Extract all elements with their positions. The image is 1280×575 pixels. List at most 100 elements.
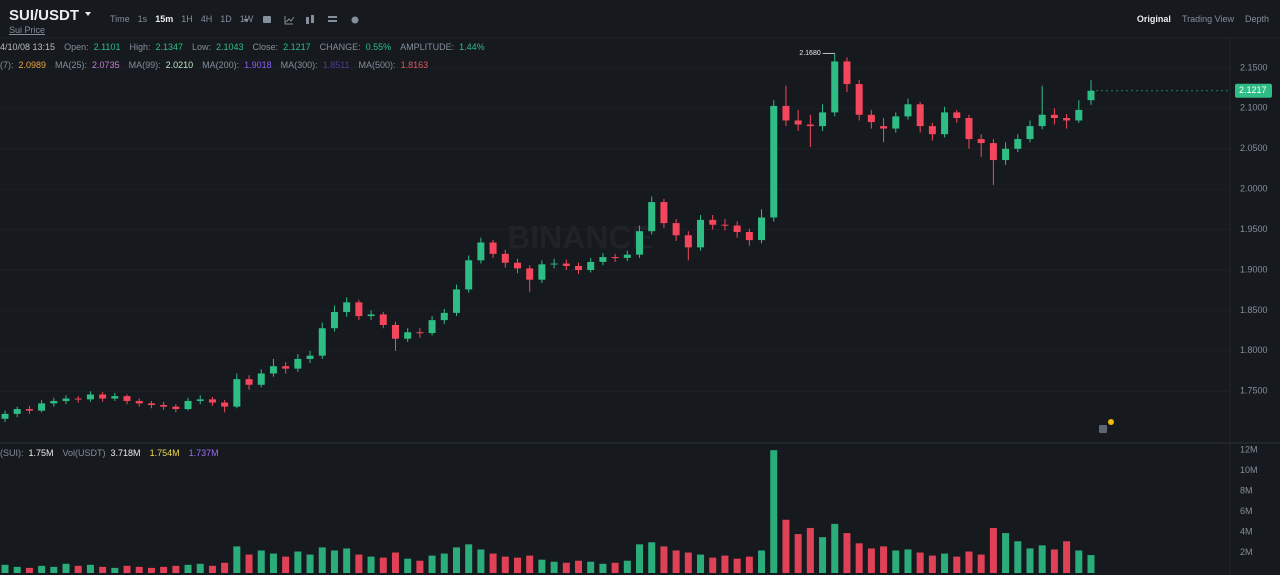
volume-bar bbox=[111, 567, 119, 573]
candle-body bbox=[1075, 109, 1083, 121]
candle-body bbox=[465, 260, 473, 290]
volume-bar bbox=[916, 552, 924, 573]
icon bbox=[284, 16, 295, 25]
candle-body bbox=[111, 396, 119, 399]
volume-bar bbox=[1075, 550, 1083, 573]
y-tick-label: 2.1000 bbox=[1240, 103, 1268, 113]
interval-tab[interactable]: 1D bbox=[220, 14, 232, 24]
subtitle-link[interactable]: Sui Price bbox=[9, 25, 46, 35]
candle-body bbox=[819, 112, 827, 127]
interval-tab[interactable]: 4H bbox=[200, 14, 213, 24]
y-tick-label: 1.8000 bbox=[1240, 345, 1268, 355]
ma-label: MA(300): bbox=[280, 60, 318, 70]
info-label: AMPLITUDE: bbox=[400, 42, 455, 52]
volume-bar bbox=[294, 551, 302, 573]
y-tick-label: 1.7500 bbox=[1240, 386, 1268, 396]
volume-bar bbox=[989, 527, 997, 573]
volume-bar bbox=[306, 554, 314, 573]
interval-tab[interactable]: 1W bbox=[239, 14, 254, 24]
icon bbox=[243, 19, 249, 22]
watermark: BINANCE bbox=[507, 219, 653, 255]
volume-bar bbox=[208, 565, 216, 573]
candle-body bbox=[660, 202, 668, 224]
info-label: CHANGE: bbox=[319, 42, 361, 52]
volume-bar bbox=[562, 562, 570, 573]
volume-bar bbox=[513, 557, 521, 573]
ma-label: MA(500): bbox=[358, 60, 396, 70]
candle-body bbox=[86, 394, 94, 400]
volume-bar bbox=[636, 544, 644, 573]
view-tab[interactable]: Trading View bbox=[1181, 14, 1234, 24]
info-value: 1.44% bbox=[459, 42, 485, 52]
volume-bar bbox=[50, 566, 58, 573]
symbol[interactable]: SUI/USDT bbox=[9, 7, 91, 24]
candle-body bbox=[928, 126, 936, 135]
volume-bar bbox=[831, 523, 839, 573]
candle-body bbox=[977, 139, 985, 144]
candle-body bbox=[709, 219, 717, 225]
candle-body bbox=[831, 61, 839, 113]
volume-bar bbox=[343, 548, 351, 573]
candle-body bbox=[172, 406, 180, 410]
volume-bar bbox=[770, 450, 778, 573]
candle-body bbox=[867, 114, 875, 123]
candle-body bbox=[343, 302, 351, 313]
ma-value: 1.9018 bbox=[244, 60, 272, 70]
candle-body bbox=[526, 268, 534, 280]
volume-bar bbox=[367, 556, 375, 573]
y-tick-label: 2.0500 bbox=[1240, 143, 1268, 153]
volume-bar bbox=[123, 565, 131, 573]
vol-label: (SUI): bbox=[0, 448, 24, 458]
volume-bar bbox=[465, 544, 473, 573]
ma-label: (7): bbox=[0, 60, 14, 70]
volume-bar bbox=[282, 556, 290, 573]
interval-tab[interactable]: 15m bbox=[155, 14, 174, 24]
ma-value: 1.8163 bbox=[400, 60, 429, 70]
volume-bar bbox=[672, 550, 680, 573]
volume-bar bbox=[379, 557, 387, 573]
candle-body bbox=[477, 242, 485, 261]
view-tab[interactable]: Original bbox=[1136, 14, 1171, 24]
y-tick-label: 1.8500 bbox=[1240, 305, 1268, 315]
volume-bar bbox=[318, 547, 326, 573]
volume-bar bbox=[404, 558, 412, 573]
view-tab[interactable]: Depth bbox=[1244, 14, 1269, 24]
candle-body bbox=[989, 143, 997, 161]
volume-bar bbox=[135, 566, 143, 573]
interval-tab[interactable]: Time bbox=[110, 14, 130, 24]
candle-body bbox=[489, 242, 497, 254]
candle-body bbox=[513, 262, 521, 269]
volume-bar bbox=[941, 553, 949, 573]
candle-body bbox=[257, 373, 265, 385]
volume-bar bbox=[965, 551, 973, 573]
candle-body bbox=[440, 312, 448, 321]
candle-body bbox=[306, 355, 314, 359]
volume-bar bbox=[74, 565, 82, 573]
volume-bar bbox=[1063, 541, 1071, 573]
candle-body bbox=[1063, 118, 1071, 121]
candle-body bbox=[196, 399, 204, 401]
candle-body bbox=[147, 403, 155, 406]
volume-row: (SUI): 1.75M Vol(USDT) 3.718M 1.754M 1.737M bbox=[0, 448, 223, 458]
info-row: 4/10/08 13:15 Open: 2.1101 High: 2.1347 Low: 2… bbox=[0, 42, 489, 52]
volume-tick-label: 2M bbox=[1240, 547, 1253, 557]
icon bbox=[328, 20, 337, 22]
volume-bar bbox=[550, 561, 558, 573]
candle-body bbox=[99, 394, 107, 399]
y-tick-label: 2.0000 bbox=[1240, 184, 1268, 194]
volume-bar bbox=[269, 553, 277, 573]
volume-bar bbox=[977, 554, 985, 573]
ma-row: (7): 2.0989 MA(25): 2.0735 MA(99): 2.0210 MA(2… bbox=[0, 60, 432, 70]
volume-bar bbox=[709, 557, 717, 573]
info-value: 0.55% bbox=[365, 42, 392, 52]
info-label: Close: bbox=[252, 42, 279, 52]
volume-tick-label: 10M bbox=[1240, 465, 1258, 475]
volume-bar bbox=[233, 546, 241, 573]
candle-body bbox=[184, 400, 192, 410]
candle-body bbox=[550, 263, 558, 265]
interval-tab[interactable]: 1s bbox=[137, 14, 148, 24]
volume-bar bbox=[1002, 533, 1010, 573]
interval-tab[interactable]: 1H bbox=[181, 14, 193, 24]
volume-bar bbox=[477, 549, 485, 573]
